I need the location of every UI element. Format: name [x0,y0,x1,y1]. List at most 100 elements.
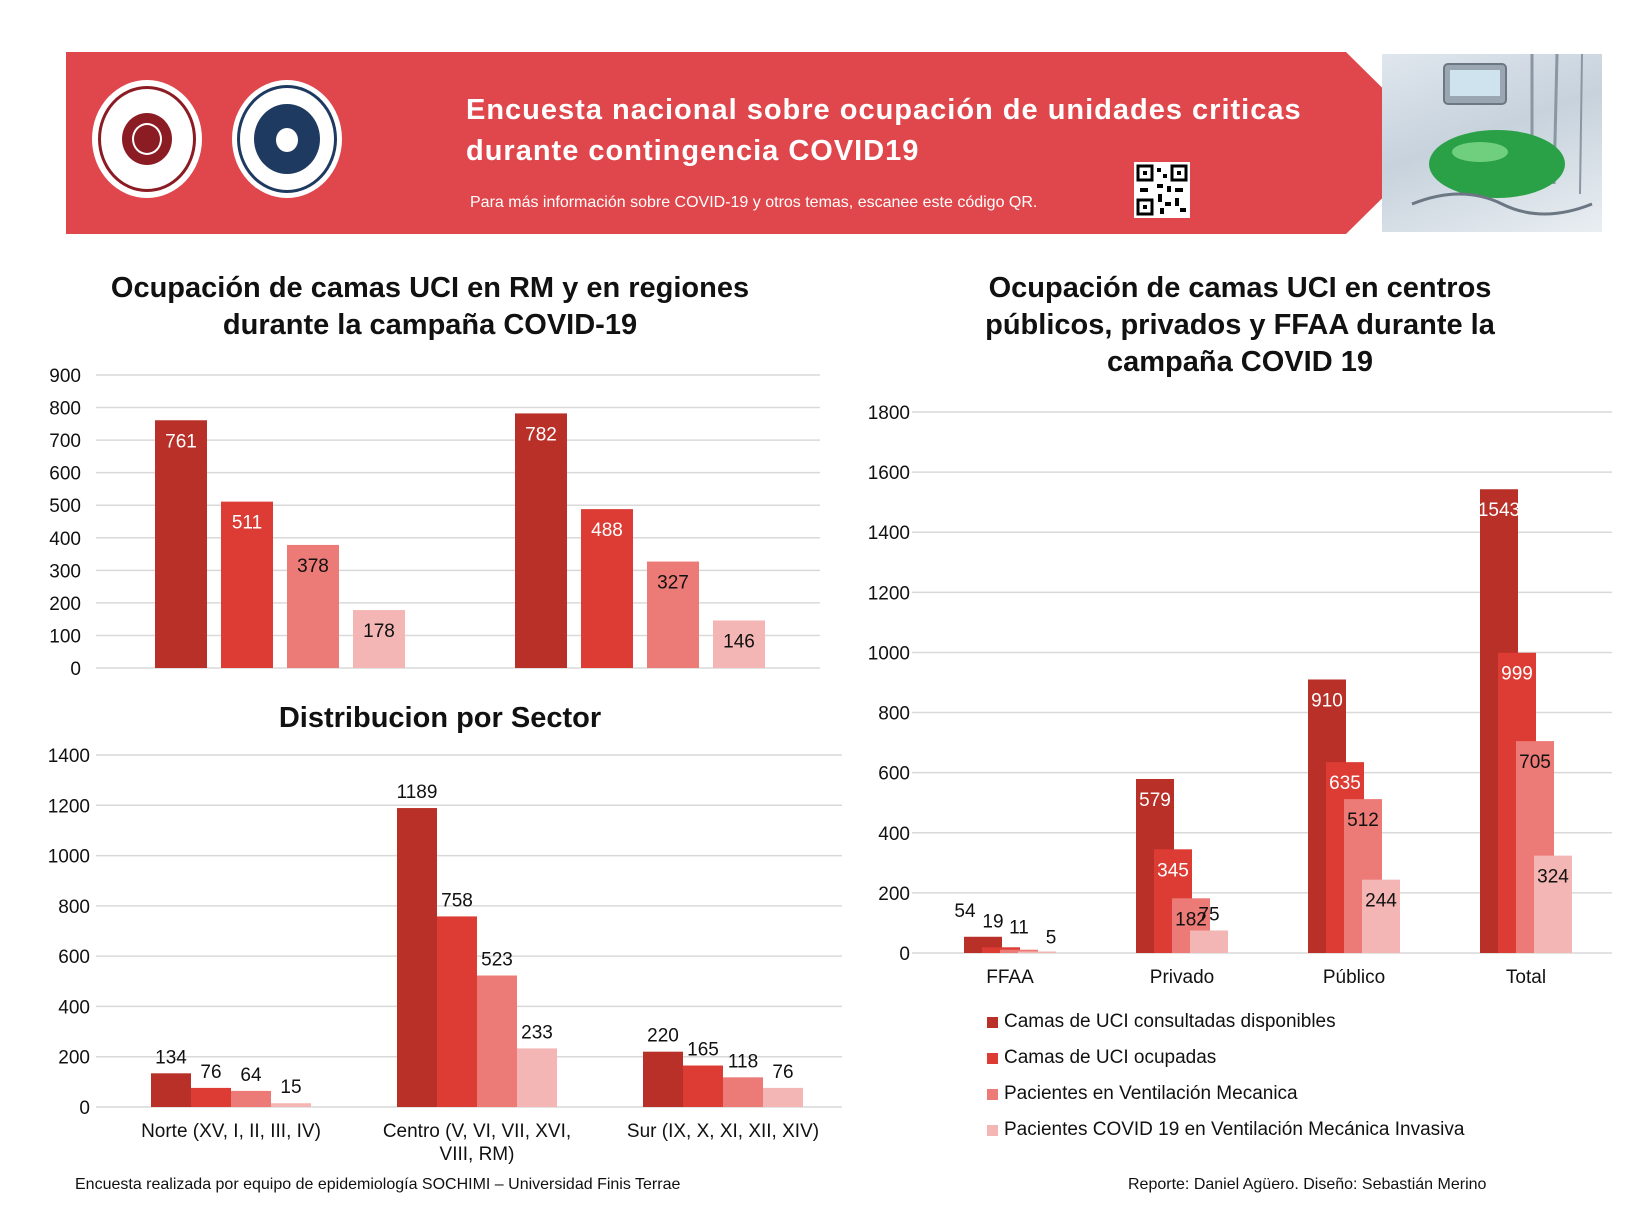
bar [581,509,633,668]
y-tick-label: 700 [49,431,81,452]
data-label: 76 [200,1062,221,1083]
data-label: 511 [232,513,262,534]
bar [437,916,477,1107]
chart-rm-title: Ocupación de camas UCI en RM y en region… [110,272,750,341]
legend-swatch [987,1016,998,1028]
bar [1362,879,1400,953]
data-label: 178 [363,621,395,642]
chart-publico-privado: 0 200 400 600 800 1000 1200 1400 1600 1800 54 19 11 5… [868,403,1612,988]
y-tick-label: 200 [58,1048,90,1069]
bar [353,610,405,668]
legend-label: Camas de UCI consultadas disponibles [1004,1011,1336,1032]
legend-item: Pacientes en Ventilación Mecanica [987,1076,1464,1112]
legend-item: Camas de UCI ocupadas [987,1040,1464,1076]
ventilator-photo [1382,54,1602,232]
y-tick-label: 0 [899,944,910,965]
y-tick-label: 800 [49,399,81,420]
y-tick-label: 0 [70,659,81,680]
x-tick-label: VIII, RM) [440,1144,515,1165]
bar [271,1103,311,1107]
bar [477,975,517,1107]
x-tick-label: Total [1506,967,1546,988]
footer-credit-right: Reporte: Daniel Agüero. Diseño: Sebastiá… [1128,1176,1487,1193]
y-tick-label: 500 [49,496,81,517]
y-tick-label: 1800 [868,403,910,424]
data-label: 345 [1157,860,1189,881]
data-label: 64 [240,1065,262,1086]
bar [643,1051,683,1107]
legend-label: Pacientes COVID 19 en Ventilación Mecáni… [1004,1119,1465,1140]
bar [397,808,437,1107]
data-label: 635 [1329,773,1361,794]
y-tick-label: 800 [878,704,910,725]
bar [231,1090,271,1107]
data-label: 5 [1046,927,1057,948]
bar [515,413,567,668]
data-label: 1189 [397,782,438,803]
bar [1018,951,1056,953]
bar [287,544,339,668]
data-label: 758 [441,890,473,911]
chart-publico-title: Ocupación de camas UCI en centros públic… [985,272,1495,378]
x-tick-label: Público [1323,967,1385,988]
data-label: 220 [647,1026,679,1047]
chart-sector-title: Distribucion por Sector [278,702,602,734]
y-tick-label: 600 [58,947,90,968]
x-tick-label: Centro (V, VI, VII, XVI, [383,1121,571,1142]
x-tick-label: Norte (XV, I, II, III, IV) [141,1121,321,1142]
legend-swatch [987,1124,998,1136]
bar [647,561,699,668]
data-label: 19 [982,911,1003,932]
bar [713,620,765,668]
data-label: 75 [1198,904,1219,925]
data-label: 54 [954,901,976,922]
data-label: 76 [772,1062,793,1083]
chart-rm-regiones: 0 100 200 300 400 500 600 700 800 900 761 511 378 178… [49,366,820,680]
data-label: 378 [297,556,329,577]
y-tick-label: 600 [49,464,81,485]
banner-subtitle: Para más información sobre COVID-19 y ot… [470,194,1038,211]
y-tick-label: 300 [49,561,81,582]
chart-sector: 0 200 400 600 800 1000 1200 1400 134 76 64 15 Norte … [48,746,842,1165]
legend-label: Camas de UCI ocupadas [1004,1047,1217,1068]
y-tick-label: 1400 [48,746,90,767]
data-label: 512 [1347,810,1379,831]
qr-code-icon [1136,164,1188,216]
header-banner: Encuesta nacional sobre ocupación de uni… [66,52,1603,234]
sochimi-logo [92,80,202,198]
footer-credit-left: Encuesta realizada por equipo de epidemi… [75,1176,681,1193]
y-tick-label: 1000 [868,643,910,664]
bar [191,1087,231,1107]
x-tick-label: FFAA [986,967,1034,988]
legend-item: Camas de UCI consultadas disponibles [987,1004,1464,1040]
bar [517,1048,557,1107]
bar [221,501,273,668]
x-tick-label: Privado [1150,967,1214,988]
data-label: 244 [1365,891,1397,912]
qr-code[interactable] [1134,162,1190,218]
data-label: 579 [1139,790,1171,811]
bar [763,1087,803,1107]
legend-label: Pacientes en Ventilación Mecanica [1004,1083,1298,1104]
data-label: 11 [1009,918,1029,939]
data-label: 324 [1537,867,1569,888]
y-tick-label: 1000 [48,847,90,868]
x-tick-label: Sur (IX, X, XI, XII, XIV) [627,1121,819,1142]
y-tick-label: 400 [58,997,90,1018]
data-label: 233 [521,1022,553,1043]
bar [1534,855,1572,953]
legend-item: Pacientes COVID 19 en Ventilación Mecáni… [987,1112,1464,1148]
data-label: 782 [525,424,557,445]
data-label: 165 [687,1040,719,1061]
legend-swatch [987,1088,998,1100]
bar [723,1077,763,1107]
bar [151,1073,191,1107]
finis-terrae-logo [232,80,342,198]
data-label: 488 [591,520,623,541]
y-tick-label: 900 [49,366,81,387]
data-label: 182 [1175,909,1207,930]
data-label: 134 [155,1047,187,1068]
bar [1000,949,1038,953]
data-label: 910 [1311,690,1343,711]
data-label: 1543 [1478,500,1520,521]
